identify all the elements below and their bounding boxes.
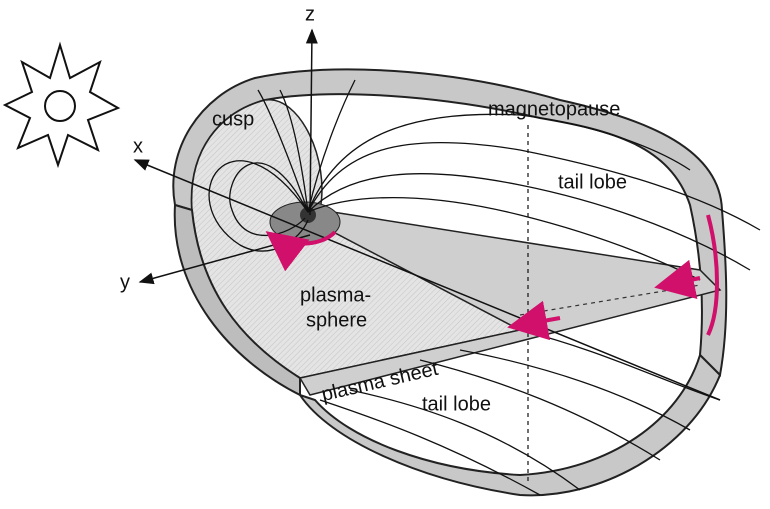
cusp-label: cusp bbox=[212, 108, 254, 130]
z-label: z bbox=[305, 3, 315, 25]
magnetopause-rim bbox=[173, 203, 301, 397]
tail-lobe-label: tail lobe bbox=[422, 393, 491, 415]
currents bbox=[265, 214, 719, 341]
magnetopause-bottom bbox=[297, 353, 722, 497]
y-label: y bbox=[120, 271, 130, 293]
tail-lobe-label: tail lobe bbox=[558, 171, 627, 193]
sun bbox=[2, 41, 121, 169]
x-label: x bbox=[133, 135, 143, 157]
plasmasphere-label: sphere bbox=[306, 309, 367, 331]
field-lines bbox=[208, 79, 761, 496]
plasmasphere-label: plasma- bbox=[300, 284, 371, 306]
magnetopause-label: magnetopause bbox=[488, 98, 620, 120]
